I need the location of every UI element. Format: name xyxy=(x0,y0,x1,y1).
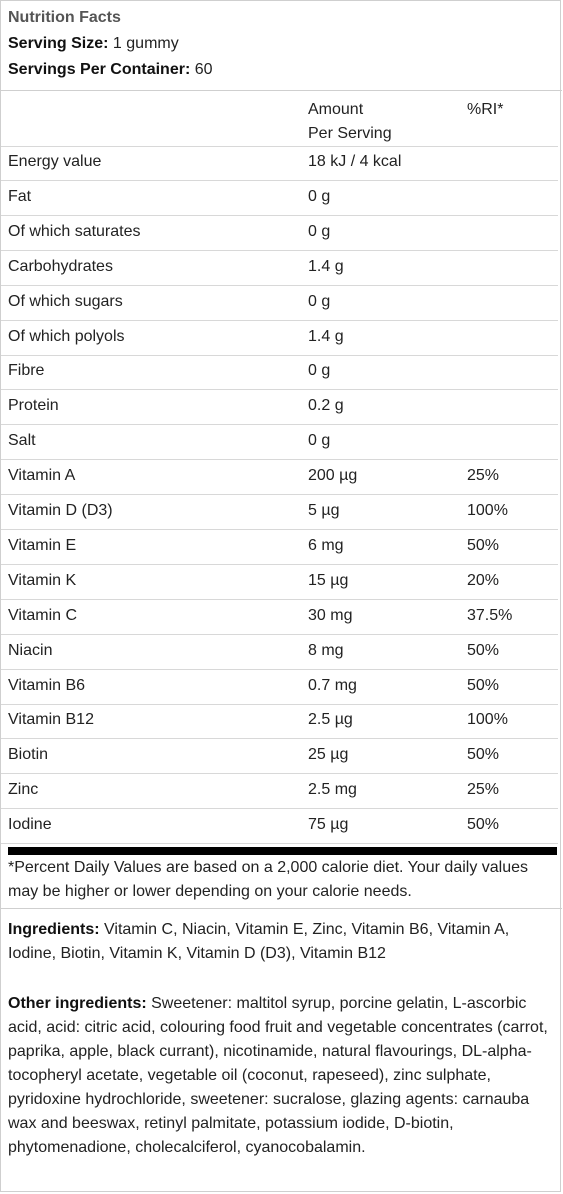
nutrient-name: Niacin xyxy=(8,641,53,659)
nutrient-name: Fat xyxy=(8,187,32,205)
table-row: Zinc 2.5 mg 25% xyxy=(1,774,558,810)
table-row: Niacin 8 mg 50% xyxy=(1,635,558,670)
table-row: Iodine 75 µg 50% xyxy=(1,809,558,845)
table-row: Vitamin E 6 mg 50% xyxy=(1,530,558,565)
other-ingredients-label: Other ingredients: xyxy=(8,995,147,1012)
servings-value: 60 xyxy=(190,61,213,78)
nutrient-ri: 37.5% xyxy=(467,606,513,624)
ingredients-label: Ingredients: xyxy=(8,921,100,938)
table-row: Fat 0 g xyxy=(1,181,558,216)
nutrient-ri: 100% xyxy=(467,711,508,729)
nutrient-name: Zinc xyxy=(8,781,39,799)
table-row: Protein 0.2 g xyxy=(1,390,558,426)
table-header: Amount Per Serving %RI* xyxy=(1,98,558,147)
table-row: Salt 0 g xyxy=(1,425,558,461)
nutrient-name: Vitamin D (D3) xyxy=(8,502,113,519)
nutrient-name: Salt xyxy=(8,432,36,450)
nutrient-ri: 50% xyxy=(467,676,500,694)
nutrient-amount: 15 µg xyxy=(308,571,349,589)
table-row: Of which saturates 0 g xyxy=(1,216,558,251)
nutrient-name: Biotin xyxy=(8,746,49,764)
nutrient-amount: 18 kJ / 4 kcal xyxy=(308,153,402,170)
nutrient-name: Carbohydrates xyxy=(8,257,113,275)
serving-size: Serving Size: 1 gummy xyxy=(8,35,179,53)
nutrient-name: Energy value xyxy=(8,153,102,170)
servings-per-container: Servings Per Container: 60 xyxy=(8,61,213,79)
nutrient-amount: 25 µg xyxy=(308,746,349,764)
nutrient-amount: 30 mg xyxy=(308,606,353,624)
nutrient-ri: 25% xyxy=(467,467,500,485)
ingredients-divider xyxy=(1,908,562,909)
nutrient-amount: 0 g xyxy=(308,362,331,380)
nutrient-name: Vitamin E xyxy=(8,536,77,554)
nutrient-amount: 2.5 µg xyxy=(308,711,353,729)
table-row: Vitamin C 30 mg 37.5% xyxy=(1,600,558,635)
nutrient-name: Protein xyxy=(8,397,59,415)
table-row: Vitamin D (D3) 5 µg 100% xyxy=(1,495,558,530)
serving-size-value: 1 gummy xyxy=(108,35,179,52)
nutrient-name: Fibre xyxy=(8,362,45,380)
nutrient-name: Of which sugars xyxy=(8,292,123,310)
nutrient-name: Vitamin B6 xyxy=(8,676,86,694)
nutrient-amount: 1.4 g xyxy=(308,257,344,275)
ingredients-text: Vitamin C, Niacin, Vitamin E, Zinc, Vita… xyxy=(8,921,510,962)
nutrient-ri: 20% xyxy=(467,571,500,589)
nutrient-amount: 0 g xyxy=(308,432,331,450)
nutrient-amount: 6 mg xyxy=(308,536,344,554)
amount-header-line2: Per Serving xyxy=(308,125,392,142)
amount-header-line1: Amount xyxy=(308,101,364,118)
table-row: Fibre 0 g xyxy=(1,355,558,391)
nutrient-amount: 0 g xyxy=(308,187,331,205)
table-row: Vitamin B12 2.5 µg 100% xyxy=(1,704,558,740)
servings-label: Servings Per Container: xyxy=(8,61,191,78)
nutrient-amount: 0.7 mg xyxy=(308,676,357,694)
nutrient-amount: 0 g xyxy=(308,292,331,310)
nutrient-name: Iodine xyxy=(8,816,52,834)
table-row: Carbohydrates 1.4 g xyxy=(1,251,558,286)
nutrient-ri: 50% xyxy=(467,641,500,659)
daily-value-footnote: *Percent Daily Values are based on a 2,0… xyxy=(8,859,529,900)
nutrient-amount: 1.4 g xyxy=(308,327,344,345)
table-row: Vitamin K 15 µg 20% xyxy=(1,565,558,600)
nutrient-ri: 50% xyxy=(467,816,500,834)
table-row: Of which polyols 1.4 g xyxy=(1,321,558,356)
nutrient-ri: 25% xyxy=(467,781,500,799)
serving-size-label: Serving Size: xyxy=(8,35,109,52)
nutrient-name: Vitamin C xyxy=(8,606,78,624)
header-divider xyxy=(1,90,562,91)
nutrient-amount: 5 µg xyxy=(308,502,340,519)
nutrient-amount: 2.5 mg xyxy=(308,781,357,799)
nutrient-ri: 50% xyxy=(467,536,500,554)
other-ingredients-text: Sweetener: maltitol syrup, porcine gelat… xyxy=(8,995,548,1156)
nutrient-amount: 0.2 g xyxy=(308,397,344,415)
panel-title: Nutrition Facts xyxy=(8,9,121,26)
nutrient-amount: 8 mg xyxy=(308,641,344,659)
nutrient-name: Vitamin K xyxy=(8,571,77,589)
amount-column-header: Amount Per Serving xyxy=(308,98,392,146)
nutrient-ri: 100% xyxy=(467,502,508,519)
table-row: Biotin 25 µg 50% xyxy=(1,739,558,775)
ingredients: Ingredients: Vitamin C, Niacin, Vitamin … xyxy=(8,918,558,966)
nutrient-amount: 0 g xyxy=(308,222,331,240)
nutrient-name: Of which polyols xyxy=(8,327,125,345)
nutrient-name: Vitamin B12 xyxy=(8,711,94,729)
ri-column-header: %RI* xyxy=(467,101,504,118)
nutrient-name: Of which saturates xyxy=(8,222,141,240)
nutrient-amount: 200 µg xyxy=(308,467,358,485)
other-ingredients: Other ingredients: Sweetener: maltitol s… xyxy=(8,992,558,1160)
nutrient-amount: 75 µg xyxy=(308,816,349,834)
table-row: Of which sugars 0 g xyxy=(1,286,558,321)
table-row: Vitamin A 200 µg 25% xyxy=(1,460,558,496)
thick-divider xyxy=(8,847,557,855)
table-row: Energy value 18 kJ / 4 kcal xyxy=(1,146,558,181)
nutrient-name: Vitamin A xyxy=(8,467,76,485)
nutrient-ri: 50% xyxy=(467,746,500,764)
table-row: Vitamin B6 0.7 mg 50% xyxy=(1,670,558,705)
